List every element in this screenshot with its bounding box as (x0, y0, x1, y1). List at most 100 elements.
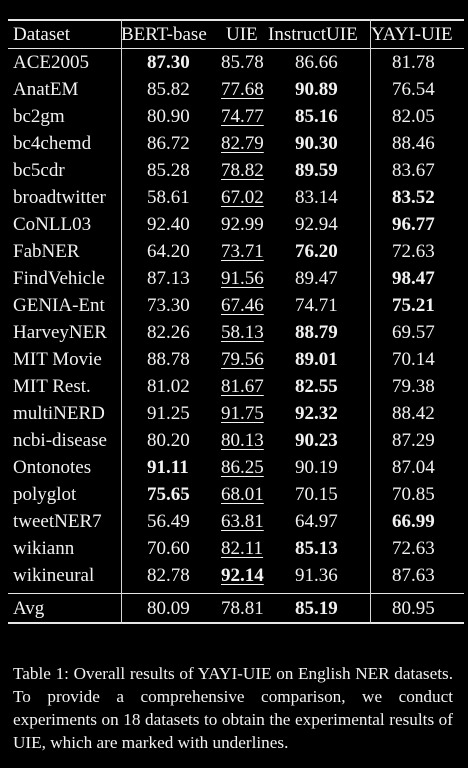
dataset-cell: bc5cdr (13, 160, 65, 181)
uie-cell: 91.75 (221, 403, 264, 424)
uie-cell: 92.14 (221, 565, 264, 586)
bert-base-cell: 82.26 (147, 322, 190, 343)
bert-base-cell: 88.78 (147, 349, 190, 370)
dataset-cell: multiNERD (13, 403, 105, 424)
bert-base-cell: 73.30 (147, 295, 190, 316)
uie-cell: 82.79 (221, 133, 264, 154)
dataset-cell: wikiann (13, 538, 75, 559)
uie-cell: 91.56 (221, 268, 264, 289)
uie-cell: 68.01 (221, 484, 264, 505)
bottom-rule (8, 622, 464, 624)
yayi-uie-cell: 83.52 (392, 187, 435, 208)
yayi-uie-cell: 81.78 (392, 52, 435, 73)
table-row: GENIA-Ent 73.30 67.46 74.71 75.21 (0, 292, 468, 319)
yayi-uie-cell: 79.38 (392, 376, 435, 397)
bert-base-cell: 56.49 (147, 511, 190, 532)
dataset-cell: MIT Movie (13, 349, 102, 370)
uie-cell: 63.81 (221, 511, 264, 532)
uie-cell: 78.81 (221, 598, 264, 619)
header-instructuie: InstructUIE (268, 24, 358, 45)
table-row: tweetNER7 56.49 63.81 64.97 66.99 (0, 508, 468, 535)
bert-base-cell: 91.25 (147, 403, 190, 424)
uie-cell: 82.11 (221, 538, 264, 559)
instructuie-cell: 90.30 (295, 133, 338, 154)
dataset-cell: polyglot (13, 484, 77, 505)
table-row: FindVehicle 87.13 91.56 89.47 98.47 (0, 265, 468, 292)
table-row: CoNLL03 92.40 92.99 92.94 96.77 (0, 211, 468, 238)
instructuie-cell: 83.14 (295, 187, 338, 208)
dataset-cell: bc4chemd (13, 133, 92, 154)
bert-base-cell: 87.30 (147, 52, 190, 73)
dataset-cell: MIT Rest. (13, 376, 91, 397)
header-rule (8, 48, 464, 49)
dataset-cell: FindVehicle (13, 268, 105, 289)
instructuie-cell: 92.32 (295, 403, 338, 424)
instructuie-cell: 90.23 (295, 430, 338, 451)
uie-cell: 67.46 (221, 295, 264, 316)
uie-cell: 92.99 (221, 214, 264, 235)
yayi-uie-cell: 88.46 (392, 133, 435, 154)
table-row: AnatEM 85.82 77.68 90.89 76.54 (0, 76, 468, 103)
header-yayi-uie: YAYI-UIE (371, 24, 453, 45)
instructuie-cell: 86.66 (295, 52, 338, 73)
bert-base-cell: 87.13 (147, 268, 190, 289)
instructuie-cell: 92.94 (295, 214, 338, 235)
instructuie-cell: 64.97 (295, 511, 338, 532)
yayi-uie-cell: 98.47 (392, 268, 435, 289)
yayi-uie-cell: 70.85 (392, 484, 435, 505)
dataset-cell: HarveyNER (13, 322, 107, 343)
instructuie-cell: 76.20 (295, 241, 338, 262)
bert-base-cell: 92.40 (147, 214, 190, 235)
table-row: wikineural 82.78 92.14 91.36 87.63 (0, 562, 468, 589)
column-divider-left (121, 19, 122, 624)
bert-base-cell: 85.28 (147, 160, 190, 181)
bert-base-cell: 75.65 (147, 484, 190, 505)
instructuie-cell: 82.55 (295, 376, 338, 397)
table-row: polyglot 75.65 68.01 70.15 70.85 (0, 481, 468, 508)
dataset-cell: tweetNER7 (13, 511, 102, 532)
column-divider-right (370, 19, 371, 624)
uie-cell: 80.13 (221, 430, 264, 451)
table-row: ACE2005 87.30 85.78 86.66 81.78 (0, 49, 468, 76)
instructuie-cell: 89.47 (295, 268, 338, 289)
instructuie-cell: 85.13 (295, 538, 338, 559)
table-row: HarveyNER 82.26 58.13 88.79 69.57 (0, 319, 468, 346)
uie-cell: 67.02 (221, 187, 264, 208)
yayi-uie-cell: 87.04 (392, 457, 435, 478)
dataset-cell: wikineural (13, 565, 95, 586)
bert-base-cell: 85.82 (147, 79, 190, 100)
uie-cell: 79.56 (221, 349, 264, 370)
yayi-uie-cell: 96.77 (392, 214, 435, 235)
uie-cell: 81.67 (221, 376, 264, 397)
dataset-cell: broadtwitter (13, 187, 106, 208)
table-row: FabNER 64.20 73.71 76.20 72.63 (0, 238, 468, 265)
dataset-cell: Avg (13, 598, 45, 619)
table-row: bc2gm 80.90 74.77 85.16 82.05 (0, 103, 468, 130)
instructuie-cell: 90.19 (295, 457, 338, 478)
bert-base-cell: 64.20 (147, 241, 190, 262)
instructuie-cell: 89.01 (295, 349, 338, 370)
dataset-cell: GENIA-Ent (13, 295, 105, 316)
uie-cell: 73.71 (221, 241, 264, 262)
bert-base-cell: 80.20 (147, 430, 190, 451)
dataset-cell: bc2gm (13, 106, 65, 127)
bert-base-cell: 80.90 (147, 106, 190, 127)
dataset-cell: FabNER (13, 241, 80, 262)
yayi-uie-cell: 75.21 (392, 295, 435, 316)
yayi-uie-cell: 72.63 (392, 241, 435, 262)
bert-base-cell: 58.61 (147, 187, 190, 208)
instructuie-cell: 88.79 (295, 322, 338, 343)
table-row: broadtwitter 58.61 67.02 83.14 83.52 (0, 184, 468, 211)
bert-base-cell: 82.78 (147, 565, 190, 586)
instructuie-cell: 90.89 (295, 79, 338, 100)
uie-cell: 58.13 (221, 322, 264, 343)
yayi-uie-cell: 83.67 (392, 160, 435, 181)
table-row: ncbi-disease 80.20 80.13 90.23 87.29 (0, 427, 468, 454)
instructuie-cell: 74.71 (295, 295, 338, 316)
header-dataset: Dataset (13, 24, 70, 45)
uie-cell: 77.68 (221, 79, 264, 100)
header-uie: UIE (226, 24, 258, 45)
instructuie-cell: 85.16 (295, 106, 338, 127)
uie-cell: 74.77 (221, 106, 264, 127)
yayi-uie-cell: 72.63 (392, 538, 435, 559)
